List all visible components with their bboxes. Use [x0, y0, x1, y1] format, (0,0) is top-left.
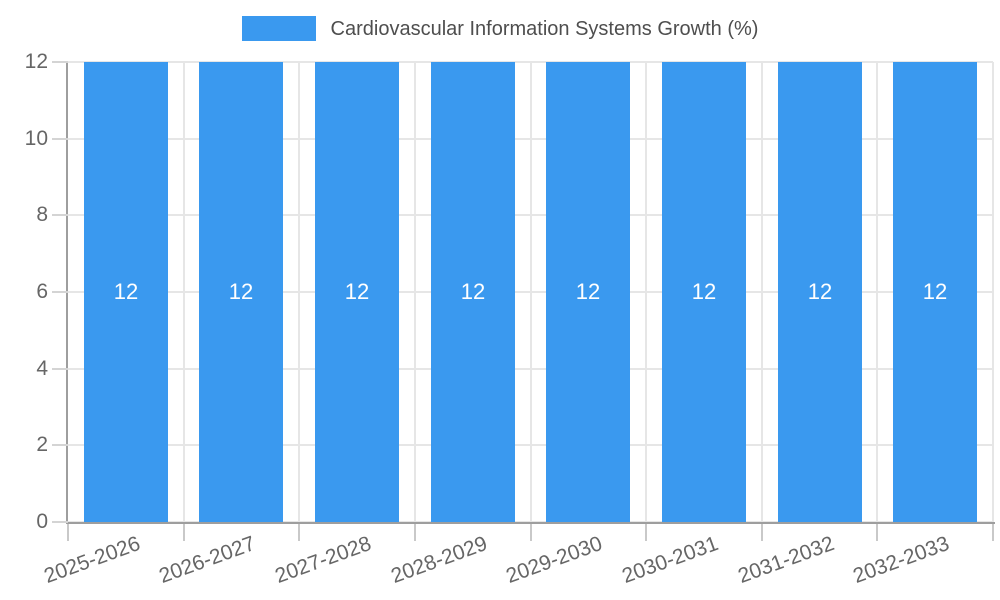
bar[interactable]: 12: [199, 62, 283, 522]
legend-swatch: [241, 16, 316, 41]
x-tick: [183, 524, 185, 541]
chart-legend-item[interactable]: Cardiovascular Information Systems Growt…: [0, 16, 1000, 41]
x-tick: [876, 524, 878, 541]
y-tick-label: 6: [36, 280, 48, 303]
y-tick: [52, 368, 68, 370]
x-tick-label: 2026-2027: [155, 532, 258, 588]
y-tick: [52, 521, 68, 523]
y-tick: [52, 291, 68, 293]
bar-value-label: 12: [228, 279, 254, 304]
y-tick-label: 4: [36, 357, 48, 380]
bar[interactable]: 12: [546, 62, 630, 522]
x-tick: [298, 524, 300, 541]
x-tick-label: 2032-2033: [849, 532, 952, 588]
bar-value-label: 12: [807, 279, 833, 304]
x-gridline: [183, 62, 185, 522]
y-tick-label: 8: [36, 203, 48, 226]
y-tick: [52, 214, 68, 216]
y-axis-line: [66, 62, 68, 524]
y-tick-label: 2: [36, 433, 48, 456]
y-tick: [52, 444, 68, 446]
bar-value-label: 12: [922, 279, 948, 304]
y-tick-label: 12: [24, 50, 48, 73]
x-gridline: [530, 62, 532, 522]
x-tick: [414, 524, 416, 541]
y-tick-label: 10: [24, 127, 48, 150]
bar-value-label: 12: [575, 279, 601, 304]
x-tick: [530, 524, 532, 541]
x-gridline: [414, 62, 416, 522]
plot-area: 12 12 12 12 12 12 12 12: [68, 61, 994, 523]
x-tick-label: 2027-2028: [271, 532, 374, 588]
bar[interactable]: 12: [431, 62, 515, 522]
bar[interactable]: 12: [662, 62, 746, 522]
x-gridline: [992, 62, 994, 522]
y-tick: [52, 138, 68, 140]
x-tick-label: 2025-2026: [40, 532, 143, 588]
bar[interactable]: 12: [778, 62, 862, 522]
bar-value-label: 12: [344, 279, 370, 304]
x-tick: [761, 524, 763, 541]
bar[interactable]: 12: [893, 62, 977, 522]
bar-value-label: 12: [113, 279, 139, 304]
x-gridline: [298, 62, 300, 522]
bar[interactable]: 12: [315, 62, 399, 522]
x-tick: [645, 524, 647, 541]
x-tick-label: 2029-2030: [502, 532, 605, 588]
x-tick-label: 2030-2031: [618, 532, 721, 588]
bar-value-label: 12: [460, 279, 486, 304]
x-tick-label: 2031-2032: [734, 532, 837, 588]
x-tick: [992, 524, 994, 541]
x-tick-label: 2028-2029: [387, 532, 490, 588]
bar-value-label: 12: [691, 279, 717, 304]
x-gridline: [761, 62, 763, 522]
x-axis-line: [66, 522, 995, 524]
y-tick: [52, 61, 68, 63]
x-gridline: [876, 62, 878, 522]
bar[interactable]: 12: [84, 62, 168, 522]
x-tick: [67, 524, 69, 541]
legend-label: Cardiovascular Information Systems Growt…: [330, 17, 759, 40]
y-tick-label: 0: [36, 510, 48, 533]
x-gridline: [645, 62, 647, 522]
